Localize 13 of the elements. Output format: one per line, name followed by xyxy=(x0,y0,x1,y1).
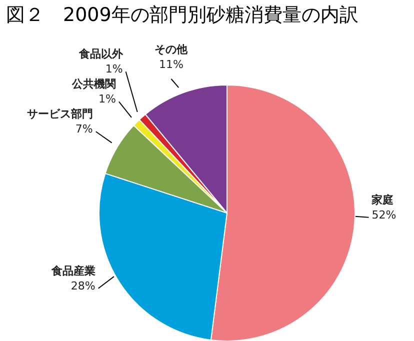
slice-label: 家庭 xyxy=(370,193,394,206)
data-label: 1% xyxy=(105,62,123,76)
data-label: 7% xyxy=(75,122,93,136)
slice-label: 食品以外 xyxy=(78,48,124,61)
slice-label: 公共機関 xyxy=(70,78,116,91)
data-label: 52% xyxy=(372,208,396,222)
slice-label: サービス部門 xyxy=(26,108,93,121)
chart-title: 図２ 2009年の部門別砂糖消費量の内訳 xyxy=(6,3,358,28)
slice-label: 食品産業 xyxy=(50,264,96,278)
data-label: 11% xyxy=(158,58,184,71)
data-label: 1% xyxy=(98,92,116,106)
data-label: 28% xyxy=(70,279,96,292)
slice-label: その他 xyxy=(154,42,189,56)
